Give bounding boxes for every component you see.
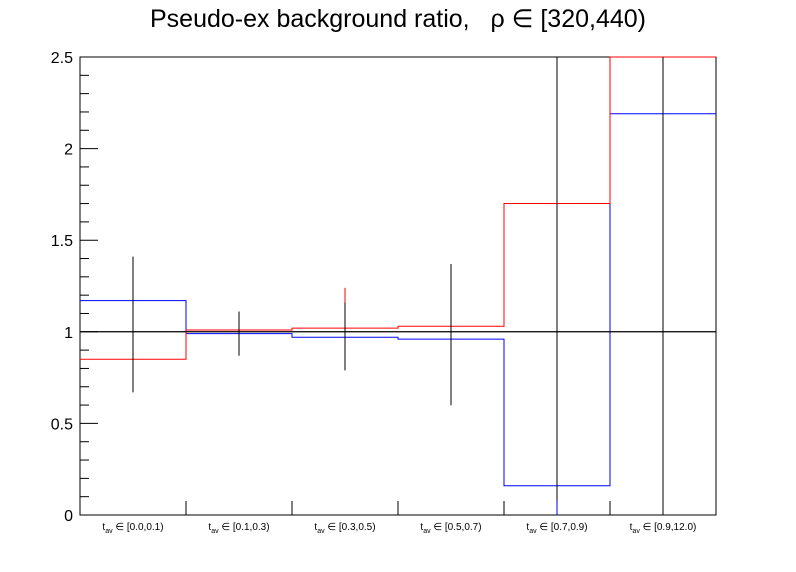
tick-labels: 0 0.5 1 1.5 2 2.5 tav ∈ [0.0,0.1) tav ∈ [0.1,0.… <box>51 50 697 535</box>
series-step-line <box>80 113 716 487</box>
x-category-label: tav ∈ [0.5,0.7) <box>420 522 481 535</box>
x-category-label: tav ∈ [0.7,0.9) <box>526 522 587 535</box>
y-tick-label: 2.5 <box>51 50 73 67</box>
x-category-label: tav ∈ [0.9,12.0) <box>630 522 697 535</box>
x-category-label: tav ∈ [0.0,0.1) <box>102 522 163 535</box>
y-tick-label: 0.5 <box>51 416 73 433</box>
x-category-label: tav ∈ [0.3,0.5) <box>314 522 375 535</box>
series-layer <box>80 56 716 515</box>
y-tick-label: 1 <box>64 325 73 342</box>
axis-ticks <box>80 56 611 516</box>
y-tick-label: 1.5 <box>51 233 73 250</box>
y-tick-label: 2 <box>64 142 73 159</box>
plot-frame <box>79 56 717 516</box>
y-tick-label: 0 <box>64 508 73 525</box>
series-step-line <box>80 56 716 360</box>
chart-title: Pseudo-ex background ratio, ρ ∈ [320,440… <box>149 5 646 33</box>
x-category-label: tav ∈ [0.1,0.3) <box>208 522 269 535</box>
